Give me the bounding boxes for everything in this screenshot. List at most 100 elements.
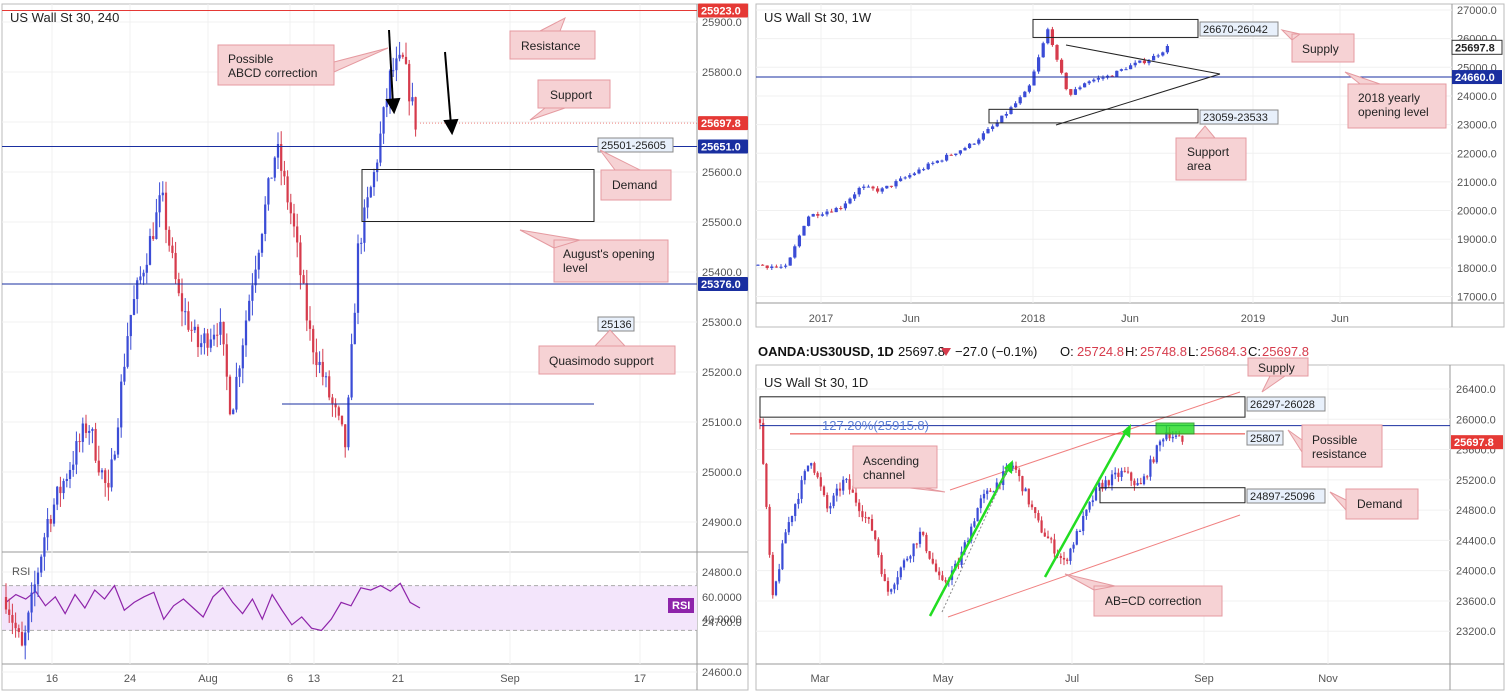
p3-candle-body [813,463,816,473]
p1-candle-body [254,269,257,286]
p2-candle-body [1027,85,1032,92]
p2-candle-body [981,133,986,140]
p1-candle-body [260,233,264,253]
p1-candle-body [382,107,385,134]
ascending-channel [947,391,1241,618]
arrow-2-head [443,118,459,136]
rsi-tick: 40.0000 [702,614,742,626]
p1-candle-body [84,423,88,433]
svg-text:25697.8: 25697.8 [701,118,741,130]
note-support-area-line2: area [1187,159,1211,173]
p1-candle-body [142,272,145,277]
abcd-dotted [941,467,1009,613]
p1-candle-body [280,144,283,171]
p3-candle-body [861,511,864,518]
p3-candle-body [941,575,944,581]
y-tick: 26400.0 [1456,384,1496,396]
p2-candle-body [1101,77,1105,79]
p1-candle-body [244,320,248,346]
note-demand-daily: Demand [1329,488,1419,520]
ohlc-c-label: C: [1248,344,1261,359]
p3-candle-body [1165,432,1168,440]
p2-candle-body [1147,60,1151,64]
p2-candle-body [811,214,815,217]
p2-x-ticks: 2017 Jun 2018 Jun 2019 Jun [809,313,1349,325]
y-tick: 17000.0 [1457,292,1497,304]
p1-candle-body [296,226,299,243]
p1-x-ticks: 16 24 Aug 6 13 21 Sep 17 [46,673,646,685]
x-tick: Jun [1331,313,1349,325]
p2-candle-body [926,163,930,170]
p2-candle-body [843,203,848,209]
p2-candle-body [765,265,769,268]
rsi-label: RSI [12,566,30,578]
p3-candle-body [1130,472,1133,481]
p2-candle-body [1055,45,1059,60]
p2-candle-body [885,185,889,189]
svg-text:23059-23533: 23059-23533 [1203,112,1268,124]
p2-candle-body [829,211,834,213]
note-yearly-line1: 2018 yearly [1358,91,1420,105]
x-tick: Jul [1065,673,1079,685]
p1-candle-body [302,275,305,284]
p3-candle-body [1075,531,1078,545]
y-tick: 25500.0 [702,217,742,229]
p1-candle-body [187,311,190,330]
p1-candle-body [11,614,14,623]
p1-candle-body [110,459,113,488]
p2-candle-body [1009,107,1013,114]
p3-candle-body [848,479,851,490]
p2-candle-body [1142,60,1147,64]
p1-candle-body [363,207,366,243]
note-abcd-line2: ABCD correction [228,66,317,80]
p2-candle-body [903,177,907,179]
note-abcd-daily-text: AB=CD correction [1105,594,1201,608]
price-tag-support: 25651.0 [698,139,748,154]
x-tick: 24 [124,673,136,685]
p3-candle-body [976,508,979,522]
p3-candle-body [1107,480,1110,486]
p3-candle-body [925,534,928,552]
y-tick: 27000.0 [1457,5,1497,17]
p3-candle-body [787,522,790,533]
p1-candle-body [379,133,382,163]
possible-resistance-label: 25807 [1246,430,1284,446]
p1-candle-body [305,283,308,321]
p1-candle-body [289,202,292,214]
p1-candle-body [328,376,331,398]
y-tick: 19000.0 [1457,234,1497,246]
p1-candle-body [228,376,232,415]
p1-candle-body [56,486,59,505]
p1-candle-body [219,321,222,335]
p3-candle-body [989,490,992,492]
p1-candle-body [184,311,187,313]
p1-candle-body [388,70,392,101]
p3-candle-body [1126,471,1130,473]
p3-candle-body [1024,488,1027,492]
ohlc-close: 25697.8 [898,344,945,359]
p2-candle-body [921,169,926,171]
p3-candle-body [794,504,797,517]
p1-candle-body [129,314,132,337]
p2-candle-body [1059,59,1064,73]
x-tick: 17 [634,673,646,685]
price-tag-august: 25376.0 [698,277,748,291]
p1-title: US Wall St 30, 240 [10,10,119,25]
p2-candle-body [963,147,967,151]
p3-candle-body [870,519,874,531]
p1-candle-body [264,204,267,234]
p3-candle-body [986,490,989,494]
price-tag-current-daily: 25697.8 [1451,435,1503,450]
p3-candle-body [864,517,867,519]
note-channel-line1: Ascending [863,454,919,468]
p3-candle-body [1034,507,1037,513]
x-tick: 6 [287,673,293,685]
p3-candle-body [1098,482,1101,487]
p2-candle-body [1004,113,1009,116]
p3-candle-body [1104,480,1107,489]
p1-candle-body [385,100,388,108]
p2-candle-body [825,211,829,215]
ohlc-c: 25697.8 [1262,344,1309,359]
x-tick: 2018 [1021,313,1045,325]
